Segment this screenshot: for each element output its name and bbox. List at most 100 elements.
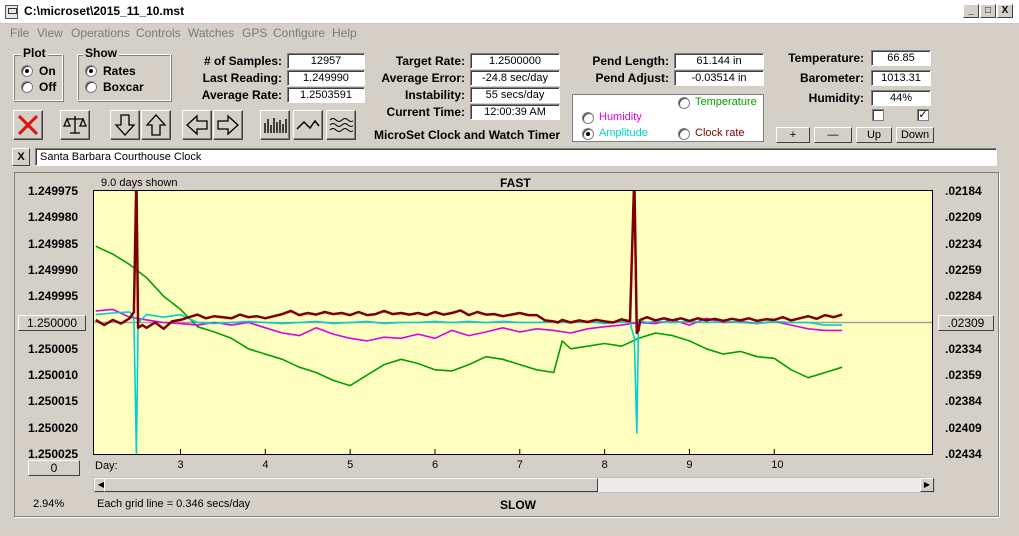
- close-button[interactable]: X: [997, 4, 1013, 18]
- menu-file[interactable]: File: [10, 26, 30, 40]
- average-error-label: Average Error:: [381, 71, 465, 85]
- checkbox-1[interactable]: [872, 109, 884, 121]
- amplitude-radio[interactable]: [582, 128, 594, 140]
- x-tick-label: 4: [262, 459, 269, 471]
- y-tick-label-right: .02384: [945, 394, 982, 409]
- y-tick-label-left: 1.249980: [28, 210, 79, 225]
- y-tick-label-left: 1.250025: [28, 447, 79, 461]
- chart-panel: [14, 172, 999, 517]
- left-arrow-button[interactable]: [182, 110, 212, 140]
- humidity-radio-label: Humidity: [599, 111, 642, 123]
- pend-adjust-value: -0.03514 in: [674, 70, 764, 86]
- samples-value: 12957: [287, 53, 365, 69]
- down-button[interactable]: Down: [896, 127, 934, 143]
- stop-button[interactable]: [13, 110, 43, 140]
- arrow-up-icon: [145, 114, 167, 136]
- app-heading: MicroSet Clock and Watch Timer: [374, 128, 561, 142]
- menu-watches[interactable]: Watches: [188, 26, 235, 40]
- menu-help[interactable]: Help: [332, 26, 357, 40]
- y-tick-label-left: 1.249995: [28, 289, 79, 304]
- menu-operations[interactable]: Operations: [71, 26, 130, 40]
- fast-label: FAST: [500, 176, 531, 190]
- menu-bar: File View Operations Controls Watches GP…: [0, 24, 1019, 42]
- target-rate-value: 1.2500000: [470, 53, 560, 69]
- humidity-radio[interactable]: [582, 112, 594, 124]
- y-tick-label-right: .02184: [945, 184, 982, 198]
- temperature-radio[interactable]: [678, 97, 690, 109]
- scroll-thumb[interactable]: [104, 478, 598, 492]
- checkbox-2[interactable]: ✓: [917, 109, 929, 121]
- y-tick-label-right: .02209: [945, 210, 982, 225]
- scroll-right-icon[interactable]: ▶: [920, 478, 934, 492]
- up-arrow-button[interactable]: [141, 110, 171, 140]
- plus-button[interactable]: +: [776, 127, 810, 143]
- samples-label: # of Samples:: [203, 54, 282, 68]
- window-title: C:\microset\2015_11_10.mst: [24, 4, 185, 18]
- show-rates-label: Rates: [103, 64, 136, 78]
- menu-gps[interactable]: GPS: [242, 26, 268, 40]
- clock-rate-radio[interactable]: [678, 128, 690, 140]
- pend-adjust-label: Pend Adjust:: [595, 71, 669, 85]
- y-tick-label-right: .02359: [945, 368, 982, 383]
- maximize-button[interactable]: □: [980, 4, 996, 18]
- wave-view-button[interactable]: [326, 110, 356, 140]
- rate-chart: [94, 191, 932, 454]
- show-boxcar-label: Boxcar: [103, 80, 144, 94]
- x-tick-label: 8: [601, 459, 608, 471]
- pend-length-value: 61.144 in: [674, 53, 764, 69]
- last-reading-value: 1.249990: [287, 70, 365, 86]
- menu-controls[interactable]: Controls: [136, 26, 181, 40]
- minus-button[interactable]: —: [814, 127, 852, 143]
- balance-button[interactable]: [60, 110, 90, 140]
- plot-off-label: Off: [39, 80, 57, 94]
- y-tick-label-left: 1.249990: [28, 262, 79, 277]
- center-amplitude-button[interactable]: .02309: [938, 315, 994, 331]
- current-time-value: 12:00:39 AM: [470, 104, 560, 120]
- menu-view[interactable]: View: [37, 26, 63, 40]
- plot-on-radio[interactable]: [21, 65, 33, 77]
- humidity-value: 44%: [871, 90, 931, 106]
- y-tick-label-left: 1.249985: [28, 236, 79, 251]
- y-tick-label-right: .02284: [945, 289, 982, 304]
- show-rates-radio[interactable]: [85, 65, 97, 77]
- y-tick-label-right: .02334: [945, 341, 982, 356]
- amplitude-radio-label: Amplitude: [599, 127, 648, 139]
- pend-length-label: Pend Length:: [592, 54, 669, 68]
- y-tick-label-left: 1.250015: [28, 394, 79, 409]
- offset-button[interactable]: 0: [28, 460, 80, 476]
- y-tick-label-right: .02234: [945, 236, 982, 251]
- plot-area: [93, 190, 933, 455]
- right-arrow-button[interactable]: [213, 110, 243, 140]
- humidity-label: Humidity:: [808, 91, 864, 105]
- y-tick-label-left: 1.250010: [28, 368, 79, 383]
- bars-view-button[interactable]: [260, 110, 290, 140]
- arrow-down-icon: [114, 114, 136, 136]
- line-view-button[interactable]: [293, 110, 323, 140]
- show-group-label: Show: [83, 46, 119, 60]
- plot-group-label: Plot: [21, 46, 48, 60]
- clock-name-field[interactable]: Santa Barbara Courthouse Clock: [35, 148, 997, 166]
- barometer-value: 1013.31: [871, 70, 931, 86]
- show-group: [77, 54, 171, 101]
- average-rate-label: Average Rate:: [201, 88, 282, 102]
- target-rate-label: Target Rate:: [395, 54, 465, 68]
- minimize-button[interactable]: _: [963, 4, 979, 18]
- center-rate-button[interactable]: 1.250000: [18, 315, 86, 331]
- up-button[interactable]: Up: [856, 127, 892, 143]
- x-tick-label: 5: [347, 459, 354, 471]
- app-icon: [5, 5, 18, 19]
- days-shown-label: 9.0 days shown: [101, 177, 178, 189]
- plot-off-radio[interactable]: [21, 81, 33, 93]
- menu-configure[interactable]: Configure: [273, 26, 326, 40]
- series-line-0: [95, 191, 843, 335]
- bar-graph-icon: [264, 118, 287, 133]
- clear-name-button[interactable]: X: [12, 148, 30, 166]
- temperature-value: 66.85: [871, 50, 931, 66]
- show-boxcar-radio[interactable]: [85, 81, 97, 93]
- down-arrow-button[interactable]: [110, 110, 140, 140]
- temperature-radio-label: Temperature: [695, 96, 757, 108]
- time-scrollbar[interactable]: ◀ ▶: [93, 477, 935, 493]
- channel-selector: [572, 94, 764, 142]
- barometer-label: Barometer:: [799, 71, 864, 85]
- plot-on-label: On: [39, 64, 56, 78]
